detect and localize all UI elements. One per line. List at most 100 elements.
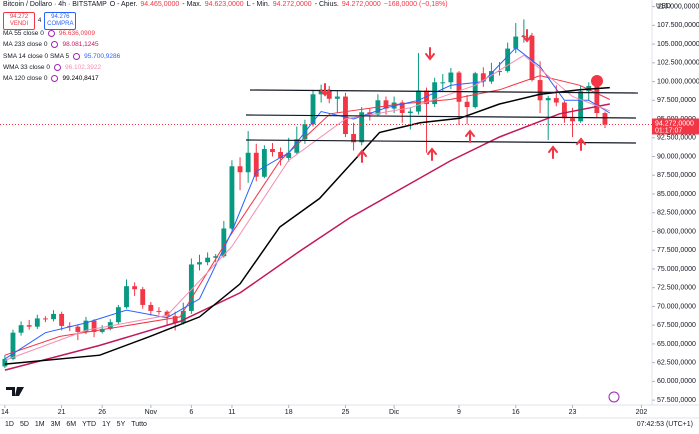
indicator-icon[interactable]	[73, 52, 81, 60]
y-tick-label: 65.000,0000	[657, 341, 696, 348]
y-tick-label: 70.000,0000	[657, 303, 696, 310]
ohlc: O - Aper. 94.465,0000- Max. 94.623,0000 L -…	[110, 1, 381, 8]
candle-body	[594, 86, 600, 114]
candle-body	[456, 72, 462, 102]
x-tick-label: 16	[512, 409, 520, 416]
indicator-icon[interactable]	[51, 75, 59, 83]
trend-line	[249, 89, 639, 94]
indicator-value: 96.102,3922	[64, 63, 102, 71]
y-tick-label: 90.000,0000	[657, 153, 696, 160]
ohlc-label: O - Aper.	[109, 1, 138, 8]
candle-body	[18, 325, 24, 333]
down-arrow	[425, 47, 435, 61]
candle-body	[42, 318, 48, 320]
axis-unit: USD	[656, 3, 671, 10]
x-tick-label: 25	[342, 409, 350, 416]
candle-body	[294, 139, 300, 153]
indicator-name: MA 120 close 0	[3, 75, 48, 83]
x-tick-label: Nov	[145, 409, 158, 416]
symbol: Bitcoin / Dollaro · 4h · BITSTAMP	[3, 1, 107, 8]
indicator-name: WMA 33 close 0	[3, 63, 50, 71]
candle-body	[75, 326, 81, 332]
y-tick-label: 60.000,0000	[657, 378, 696, 385]
y-tick-label: 77.500,0000	[657, 247, 696, 254]
last-price-tag	[652, 118, 699, 135]
candle-body	[26, 325, 32, 327]
candle-body	[399, 102, 405, 114]
y-tick-label: 105.000,0000	[657, 41, 699, 48]
candle-body	[553, 98, 559, 103]
y-tick-label: 72.500,0000	[657, 285, 696, 292]
candle-body	[99, 328, 105, 332]
trend-line	[245, 139, 637, 144]
y-tick-label: 82.500,0000	[657, 210, 696, 217]
ohlc-value: 94.272,0000	[272, 1, 312, 8]
clock: 07:42:53 (UTC+1)	[636, 421, 693, 428]
range-button[interactable]: Tutto	[131, 421, 147, 428]
candle-body	[578, 91, 584, 122]
sell-price: 94.272	[9, 14, 29, 20]
sell-button[interactable]: 94.272 VENDI	[3, 12, 35, 30]
candle-body	[464, 101, 470, 108]
candle-body	[172, 316, 178, 323]
up-arrow	[465, 129, 475, 143]
range-button[interactable]: 3M	[50, 421, 61, 428]
buy-button[interactable]: 94.276 COMPRA	[44, 12, 77, 30]
range-toolbar: 1D 5D 1M 3M 6M YTD 1Y 5Y Tutto	[5, 421, 147, 428]
candle-body	[51, 313, 56, 320]
y-tick-label: 92.500,0000	[657, 135, 696, 142]
candle-body	[407, 111, 413, 114]
ma-line	[4, 47, 611, 360]
trade-panel: 94.272 VENDI 4 94.276 COMPRA	[3, 12, 77, 30]
range-button[interactable]: 5D	[19, 421, 29, 428]
candle-body	[124, 286, 129, 308]
buy-label: COMPRA	[47, 21, 74, 27]
candle-body	[359, 112, 365, 143]
candle-body	[188, 264, 194, 311]
y-tick-label: 67.500,0000	[657, 322, 696, 329]
y-tick-label: 62.500,0000	[657, 359, 696, 366]
range-button[interactable]: 5Y	[116, 421, 126, 428]
icon	[608, 391, 620, 403]
candle-body	[253, 152, 259, 177]
candle-body	[570, 118, 575, 122]
x-tick-label: 14	[1, 409, 9, 416]
indicator-value: 96.636,0909	[58, 30, 95, 37]
plot-area	[2, 19, 611, 371]
range-button[interactable]: 6M	[66, 421, 77, 428]
candle-body	[180, 310, 186, 323]
x-tick-label: 6	[189, 409, 193, 416]
candle-body	[229, 166, 235, 229]
range-button[interactable]: YTD	[82, 421, 97, 428]
down-arrow	[522, 29, 532, 43]
indicator-icon[interactable]	[51, 41, 59, 49]
y-tick-label: 100.000,0000	[657, 78, 699, 85]
x-tick-label: 26	[98, 409, 106, 416]
candle-body	[270, 149, 275, 153]
candle-body	[10, 332, 16, 359]
y-tick-label: 110.000,0000	[657, 3, 699, 10]
candle-body	[383, 100, 389, 109]
indicator-row: MA 55 close 0 96.636,0909	[3, 30, 95, 37]
indicator-icon[interactable]	[53, 63, 61, 71]
candle-body	[310, 94, 316, 125]
indicator-value: 98.081,1245	[62, 41, 99, 49]
ohlc-label: L - Min.	[246, 1, 270, 8]
indicator-icon[interactable]	[47, 30, 55, 37]
range-button[interactable]: 1M	[34, 421, 45, 428]
candle-body	[237, 166, 243, 173]
countdown: 01:17:07	[655, 127, 682, 134]
indicator-value: 99.240,8417	[62, 75, 99, 83]
candle-body	[489, 71, 494, 82]
candle-body	[351, 134, 357, 143]
candle-body	[221, 228, 227, 257]
range-button[interactable]: 1D	[5, 421, 14, 428]
candle-body	[602, 113, 608, 125]
candle-body	[334, 96, 340, 99]
indicator-row: SMA 14 close 0 SMA 5 95.700,9286	[3, 52, 120, 60]
range-button[interactable]: 1Y	[102, 421, 111, 428]
candle-body	[513, 36, 519, 49]
candle-body	[197, 262, 202, 265]
